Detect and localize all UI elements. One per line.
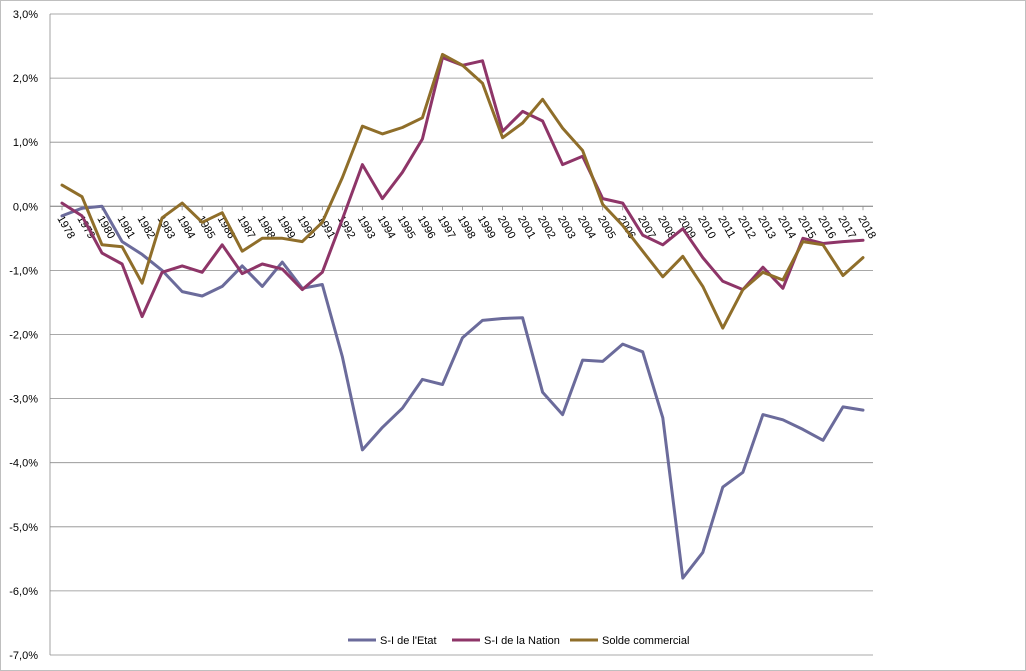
x-tick-label: 1996 [415,214,438,241]
legend-label: S-I de la Nation [484,635,560,647]
y-tick-label: -4,0% [9,458,38,470]
x-tick-label: 2014 [775,214,798,241]
x-tick-label: 1998 [455,214,478,241]
x-tick-label: 2010 [695,214,718,241]
x-tick-label: 2013 [755,214,778,241]
y-tick-label: 2,0% [13,73,38,85]
y-tick-label: -3,0% [9,394,38,406]
x-tick-label: 1997 [435,214,458,241]
y-tick-label: 3,0% [13,9,38,21]
y-tick-label: -6,0% [9,586,38,598]
x-tick-label: 2000 [495,214,518,241]
x-tick-label: 2015 [795,214,818,241]
x-tick-label: 1999 [475,214,498,241]
series-line [60,56,865,319]
legend-label: S-I de l'Etat [380,635,437,647]
x-tick-label: 1993 [355,214,378,241]
x-tick-label: 2017 [835,214,858,241]
x-tick-label: 1995 [395,214,418,241]
x-tick-label: 2012 [735,214,758,241]
x-tick-label: 2001 [515,214,538,241]
y-tick-label: -1,0% [9,265,38,277]
x-tick-label: 1987 [235,214,258,241]
x-tick-label: 2002 [535,214,558,241]
y-tick-label: -7,0% [9,650,38,662]
x-tick-label: 2011 [715,214,737,240]
x-tick-label: 2003 [555,214,578,241]
x-tick-label: 2009 [675,214,698,241]
x-tick-label: 2004 [575,214,598,241]
x-tick-label: 1994 [375,214,398,241]
x-tick-label: 2018 [855,214,878,241]
y-tick-label: -5,0% [9,522,38,534]
x-tick-label: 1982 [135,214,158,241]
y-tick-label: 0,0% [13,201,38,213]
series-line [60,52,865,330]
legend-label: Solde commercial [602,635,689,647]
x-tick-label: 2016 [815,214,838,241]
x-tick-label: 2006 [615,214,638,241]
x-tick-label: 1978 [54,214,77,241]
y-tick-label: 1,0% [13,137,38,149]
x-tick-label: 1984 [175,214,198,241]
series-line [60,204,865,580]
y-tick-label: -2,0% [9,330,38,342]
